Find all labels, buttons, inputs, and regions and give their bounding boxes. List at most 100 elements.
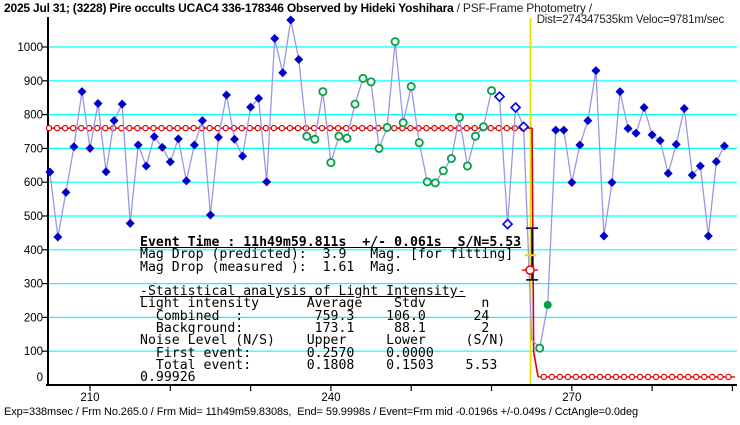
navy-diamond-point	[141, 161, 151, 171]
statistics-text-block: Event Time : 11h49m59.811s +/- 0.061s S/…	[140, 236, 521, 386]
navy-diamond-point	[599, 231, 609, 241]
green-open-circle-point	[374, 143, 384, 153]
chart-title-main: 2025 Jul 31; (3228) Pire occults UCAC4 3…	[4, 1, 457, 15]
x-axis-label: 240	[321, 392, 340, 404]
y-axis-label: 1000	[17, 42, 43, 54]
distance-velocity-subtitle: Dist=274347535km Veloc=9781m/sec	[536, 14, 725, 26]
green-open-circle-point	[446, 154, 456, 164]
green-open-circle-point	[382, 122, 392, 132]
navy-diamond-point	[615, 87, 625, 97]
y-axis-label: 700	[24, 143, 43, 155]
navy-diamond-point	[655, 136, 665, 146]
navy-diamond-point	[173, 134, 183, 144]
navy-diamond-point	[551, 125, 561, 135]
green-open-circle-point	[350, 99, 360, 109]
stats-line: Light intensity Average Stdv n	[140, 296, 490, 312]
stats-line: Background: 173.1 88.1 2	[140, 321, 490, 337]
y-axis-label: 100	[24, 346, 43, 358]
green-open-circle-point	[358, 73, 368, 83]
chart-title-method: / PSF-Frame Photometry /	[456, 1, 592, 15]
green-open-circle-point	[390, 37, 400, 47]
y-axis-label: 500	[24, 211, 43, 223]
green-open-circle-point	[326, 158, 336, 168]
navy-diamond-point	[286, 15, 296, 25]
green-open-circle-point	[470, 131, 480, 141]
navy-diamond-point	[117, 99, 127, 109]
stats-line: First event: 0.2570 0.0000	[140, 345, 434, 361]
stats-line: Mag Drop (predicted): 3.9 Mag. [for fitt…	[140, 247, 514, 263]
navy-diamond-point	[591, 66, 601, 76]
navy-diamond-point	[671, 139, 681, 149]
x-axis-label: 270	[562, 392, 581, 404]
navy-diamond-point	[197, 116, 207, 126]
navy-diamond-point	[607, 178, 617, 188]
navy-diamond-point	[165, 157, 175, 167]
x-axis-label: 210	[80, 392, 99, 404]
navy-diamond-point	[719, 141, 729, 151]
event-time-marker	[525, 265, 535, 275]
green-open-circle-point	[318, 87, 328, 97]
navy-diamond-point	[189, 140, 199, 150]
green-open-circle-point	[414, 138, 424, 148]
navy-diamond-point	[254, 93, 264, 103]
navy-diamond-point	[711, 157, 721, 167]
green-open-circle-point	[342, 133, 352, 143]
navy-diamond-point	[109, 116, 119, 126]
navy-diamond-point	[278, 68, 288, 78]
event-markers	[522, 227, 539, 281]
navy-diamond-point	[157, 142, 167, 152]
stats-line: 0.99926	[140, 370, 196, 386]
navy-diamond-point	[69, 142, 79, 152]
navy-diamond-point	[61, 187, 71, 197]
open-blue-diamond-point	[493, 91, 506, 103]
navy-diamond-point	[703, 231, 713, 241]
green-open-circle-point	[334, 131, 344, 141]
navy-diamond-point	[695, 161, 705, 171]
navy-diamond-point	[213, 132, 223, 142]
stats-line: Noise Level (N/S) Upper Lower (S/N)	[140, 333, 506, 349]
green-open-circle-point	[438, 166, 448, 176]
navy-diamond-point	[647, 130, 657, 140]
axes: 0 100 200 300 400 500 600 700 800 900 1000 210 240 27…	[17, 17, 737, 404]
y-axis-label: 200	[24, 312, 43, 324]
navy-diamond-point	[575, 140, 585, 150]
navy-diamond-point	[687, 170, 697, 180]
navy-diamond-point	[294, 55, 304, 65]
navy-diamond-point	[567, 178, 577, 188]
green-open-circle-point	[462, 161, 472, 171]
green-open-circle-point	[535, 343, 545, 353]
y-axis-label: 0	[37, 372, 43, 384]
y-axis-label: 800	[24, 110, 43, 122]
green-open-circle-point	[310, 134, 320, 144]
navy-diamond-point	[623, 123, 633, 133]
green-open-circle-point	[478, 122, 488, 132]
green-filled-point	[543, 300, 552, 309]
y-axis-label: 600	[24, 177, 43, 189]
navy-diamond-point	[149, 132, 159, 142]
green-open-circle-point	[302, 131, 312, 141]
green-open-circle-point	[422, 177, 432, 187]
navy-diamond-point	[679, 104, 689, 114]
navy-diamond-point	[583, 116, 593, 126]
navy-diamond-point	[133, 140, 143, 150]
status-bar: Exp=338msec / Frm No.265.0 / Frm Mid= 11…	[4, 406, 638, 418]
y-axis-label: 900	[24, 76, 43, 88]
navy-diamond-point	[93, 98, 103, 108]
navy-diamond-point	[631, 128, 641, 138]
navy-diamond-point	[222, 90, 232, 100]
navy-diamond-point	[85, 143, 95, 153]
open-blue-diamond-point	[518, 121, 530, 133]
navy-diamond-point	[101, 167, 111, 177]
navy-diamond-point	[230, 134, 240, 144]
green-open-circle-point	[487, 86, 497, 96]
navy-diamond-point	[559, 125, 569, 135]
data-point-markers	[45, 15, 729, 353]
navy-diamond-point	[125, 218, 135, 228]
open-blue-diamond-point	[509, 101, 522, 114]
navy-diamond-point	[663, 168, 673, 178]
green-open-circle-point	[366, 77, 376, 87]
chart-title: 2025 Jul 31; (3228) Pire occults UCAC4 3…	[4, 1, 592, 15]
open-blue-diamond-point	[501, 218, 514, 230]
